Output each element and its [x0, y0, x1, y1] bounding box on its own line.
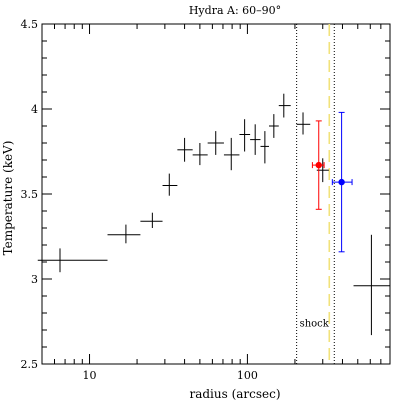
- axis-ticks: 10 100 2.5 3 3.5 4 4.5: [21, 18, 391, 382]
- data-point: [223, 137, 240, 171]
- y-tick-label: 3: [31, 273, 38, 286]
- data-point: [239, 119, 251, 152]
- y-axis-label: Temperature (keV): [1, 141, 15, 256]
- data-points: [37, 93, 390, 336]
- y-tick-label: 4.5: [21, 18, 39, 31]
- data-point: [192, 143, 208, 166]
- data-point: [207, 131, 224, 155]
- data-point: [250, 124, 261, 155]
- point-marker: [338, 178, 345, 186]
- x-axis-label: radius (arcsec): [189, 387, 280, 401]
- x-tick-label: 100: [237, 369, 258, 382]
- point-marker: [315, 161, 322, 169]
- data-point: [269, 114, 279, 138]
- plot-frame: [41, 23, 391, 365]
- data-point: [311, 120, 325, 210]
- y-tick-label: 3.5: [21, 188, 39, 201]
- data-point: [278, 93, 291, 118]
- data-point: [177, 137, 193, 162]
- data-point: [107, 224, 141, 244]
- data-point: [140, 212, 163, 228]
- data-point: [260, 131, 270, 164]
- data-point: [37, 248, 108, 273]
- data-point: [162, 173, 178, 196]
- chart-title: Hydra A: 60–90°: [189, 4, 281, 17]
- x-tick-label: 10: [83, 369, 97, 382]
- plot-border: [41, 23, 391, 365]
- annotations: shock: [300, 319, 330, 330]
- data-point: [296, 112, 311, 135]
- y-tick-label: 4: [31, 103, 38, 116]
- vertical-lines: [296, 24, 335, 364]
- data-point: [331, 111, 353, 253]
- shock-label: shock: [300, 319, 330, 330]
- y-tick-label: 2.5: [21, 358, 39, 371]
- data-point: [353, 234, 390, 336]
